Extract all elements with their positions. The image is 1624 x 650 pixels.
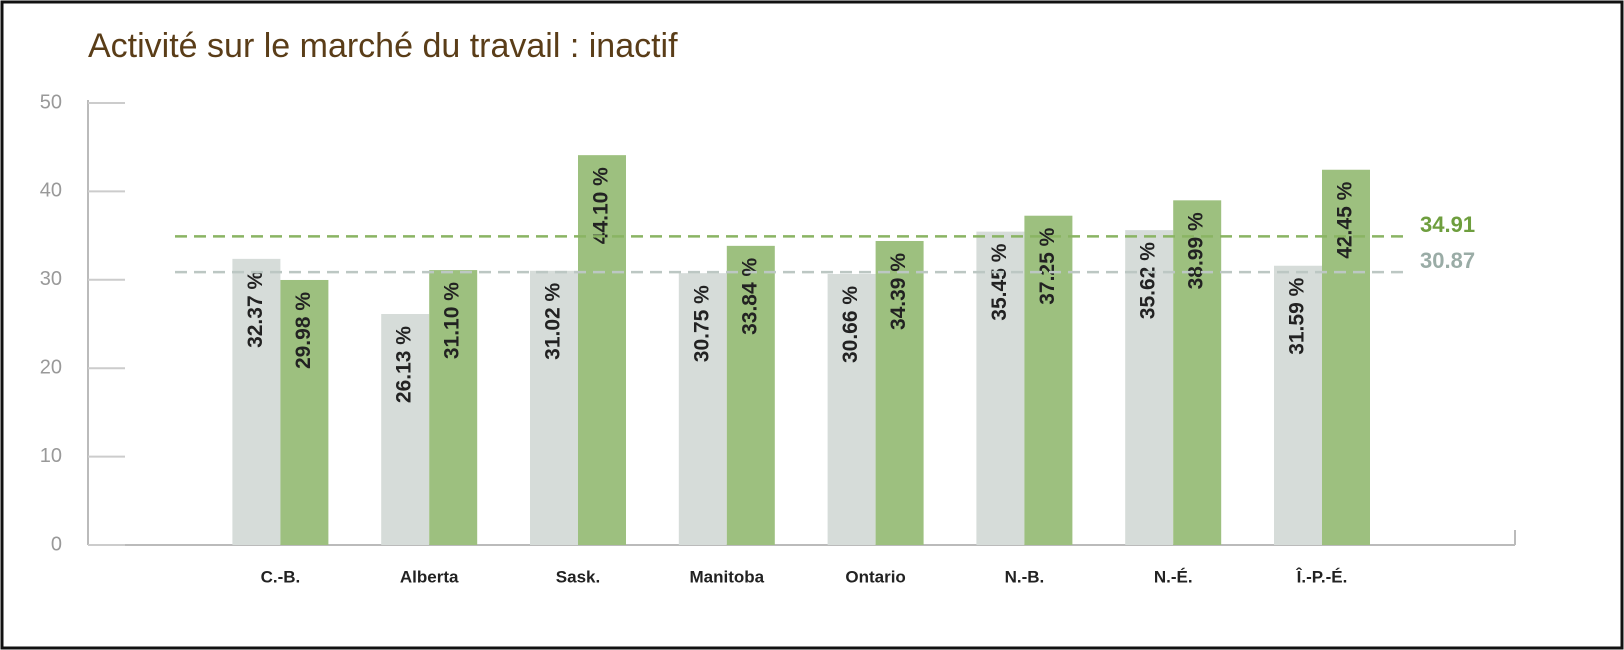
chart-title: Activité sur le marché du travail : inac… <box>88 27 678 65</box>
x-tick-label: Manitoba <box>689 567 764 586</box>
value-label: 32.37 % <box>244 271 267 348</box>
bar <box>1274 265 1322 545</box>
bar <box>530 270 578 545</box>
bar <box>827 273 876 545</box>
value-label: 29.98 % <box>292 292 315 369</box>
y-tick-label: 50 <box>40 91 62 113</box>
x-tick-label: Alberta <box>400 567 459 586</box>
reference-label: 30.87 <box>1420 248 1475 273</box>
x-tick-label: Sask. <box>556 567 600 586</box>
x-tick-label: Î.-P.-É. <box>1296 567 1348 586</box>
bar <box>381 314 430 545</box>
bar <box>232 258 281 545</box>
x-tick-label: Ontario <box>845 567 905 586</box>
value-label: 34.39 % <box>887 253 910 330</box>
y-tick-label: 0 <box>51 533 62 555</box>
y-tick-label: 20 <box>40 356 62 378</box>
y-tick-label: 40 <box>40 180 62 202</box>
value-label: 31.10 % <box>441 282 464 359</box>
value-label: 26.13 % <box>393 326 416 403</box>
bar <box>578 155 626 545</box>
bar <box>280 279 329 545</box>
value-label: 38.99 % <box>1185 212 1208 289</box>
value-label: 42.45 % <box>1334 181 1357 258</box>
value-label: 31.59 % <box>1286 277 1309 354</box>
y-tick-label: 30 <box>40 268 62 290</box>
value-label: 35.62 % <box>1137 242 1160 319</box>
value-label: 33.84 % <box>738 258 761 335</box>
x-tick-label: C.-B. <box>261 567 301 586</box>
bar <box>875 240 924 545</box>
bar <box>1125 230 1174 545</box>
reference-label: 34.91 <box>1420 212 1475 237</box>
bar <box>1173 200 1222 545</box>
y-tick-label: 10 <box>40 445 62 467</box>
x-tick-label: N.-É. <box>1154 567 1193 586</box>
bar <box>1322 169 1370 545</box>
value-label: 30.75 % <box>690 285 713 362</box>
x-tick-label: N.-B. <box>1005 567 1045 586</box>
bar <box>726 245 775 545</box>
bar <box>1024 215 1073 545</box>
value-label: 31.02 % <box>542 282 565 359</box>
value-label: 35.45 % <box>988 243 1011 320</box>
bar <box>678 273 727 545</box>
bar <box>976 231 1025 545</box>
value-label: 30.66 % <box>839 286 862 363</box>
value-label: 44.10 % <box>590 167 613 244</box>
bar <box>429 270 478 545</box>
value-label: 37.25 % <box>1036 227 1059 304</box>
